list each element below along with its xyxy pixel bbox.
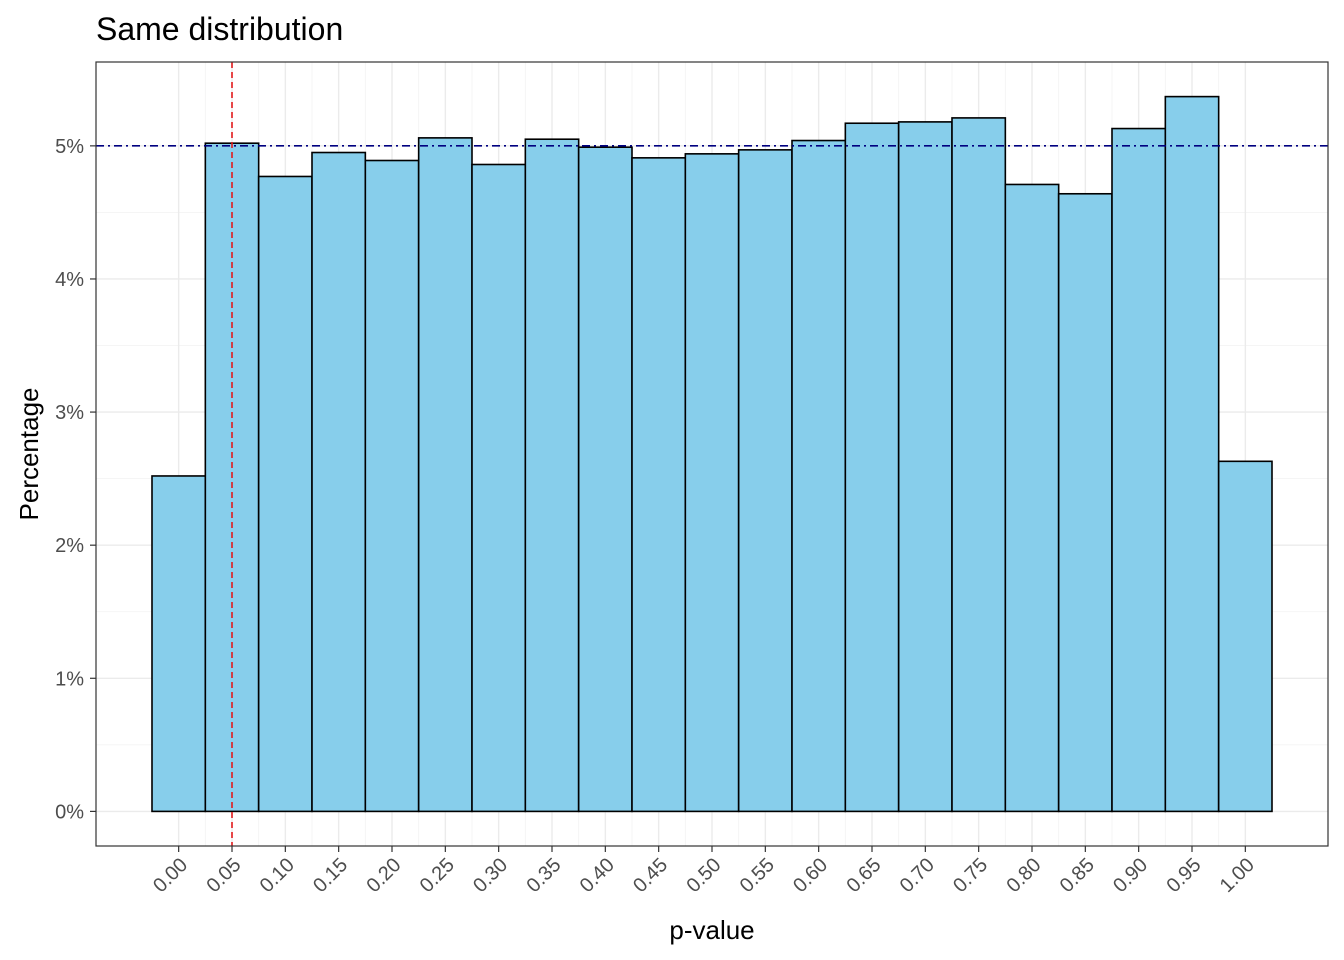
y-tick-label: 0%	[55, 801, 84, 823]
histogram-bar	[844, 122, 900, 813]
histogram-bar	[1111, 127, 1167, 813]
y-tick-label: 3%	[55, 402, 84, 424]
histogram-bar	[151, 475, 207, 813]
histogram-bar	[311, 151, 367, 813]
histogram-bar	[737, 149, 793, 813]
plot-panel: 0%1%2%3%4%5%0.00 0.05 0.10 0.15 0.20 0.25 0.30…	[55, 61, 1329, 897]
chart-title: Same distribution	[96, 11, 343, 47]
histogram-bar	[791, 139, 847, 813]
y-tick-label: 2%	[55, 535, 84, 557]
histogram-bar	[1057, 192, 1113, 813]
histogram-bar	[897, 121, 953, 813]
histogram-bar	[1164, 95, 1220, 813]
histogram-bar	[631, 157, 687, 813]
histogram-bar	[577, 146, 633, 813]
y-tick-label: 1%	[55, 668, 84, 690]
histogram-bar	[364, 159, 420, 813]
histogram-bar	[524, 138, 580, 813]
histogram-bar	[1217, 460, 1273, 813]
y-axis-title: Percentage	[14, 388, 44, 521]
histogram-bar	[951, 117, 1007, 813]
histogram-bar	[1004, 183, 1060, 813]
histogram-bar	[471, 163, 527, 813]
histogram-bar	[417, 137, 473, 813]
y-tick-label: 5%	[55, 136, 84, 158]
histogram-bar	[257, 175, 313, 813]
y-tick-label: 4%	[55, 269, 84, 291]
x-axis-title: p-value	[669, 915, 754, 945]
histogram-bar	[684, 153, 740, 813]
